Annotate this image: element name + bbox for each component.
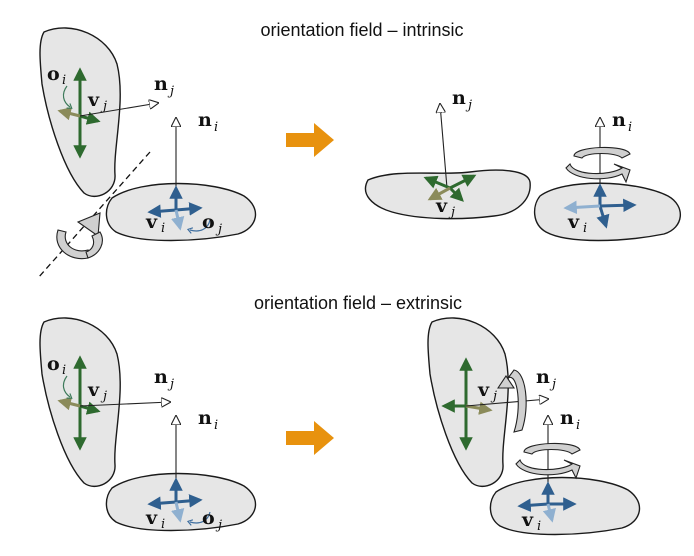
- label-sub-i: i: [62, 363, 66, 378]
- label-v: v: [567, 211, 580, 233]
- cross-field-j: [57, 67, 101, 159]
- label-sub-i: i: [537, 519, 541, 534]
- label-sub-i: i: [62, 73, 66, 88]
- label-n: n: [198, 407, 212, 429]
- label-sub-j: j: [448, 205, 455, 220]
- cross-field-i: [147, 185, 203, 231]
- label-n: n: [198, 109, 212, 131]
- label-o: o: [202, 507, 215, 529]
- normal-j-arrow: [79, 402, 170, 406]
- patch-j-flat: [364, 169, 531, 220]
- rotation-about-normal-arrow-icon: [565, 146, 631, 184]
- patch-i: [105, 182, 256, 242]
- rotation-o-i-icon: [62, 85, 73, 109]
- label-sub-j: j: [490, 389, 497, 404]
- rotation-o-j-icon: [186, 511, 211, 526]
- patch-j: [427, 317, 509, 488]
- title-extrinsic: orientation field – extrinsic: [254, 293, 462, 313]
- label-sub-j: j: [167, 84, 174, 99]
- cross-field-j: [57, 355, 101, 451]
- label-sub-i: i: [161, 221, 165, 236]
- panel-intrinsic-before: o i v j n j n i v i o j: [37, 27, 256, 279]
- label-sub-i: i: [583, 221, 587, 236]
- label-v: v: [87, 89, 100, 111]
- cross-field-j: [423, 174, 477, 202]
- label-sub-j: j: [100, 389, 107, 404]
- label-sub-i: i: [214, 120, 218, 135]
- label-sub-i: i: [214, 418, 218, 433]
- label-sub-j: j: [549, 377, 556, 392]
- normal-j-arrow: [440, 104, 448, 189]
- label-n: n: [560, 407, 574, 429]
- label-n: n: [452, 87, 466, 109]
- label-sub-j: j: [100, 99, 107, 114]
- title-intrinsic: orientation field – intrinsic: [260, 20, 463, 40]
- cross-field-i: [147, 477, 203, 523]
- panel-extrinsic-after: v j n j n i v i: [427, 317, 640, 536]
- label-n: n: [154, 73, 168, 95]
- label-sub-j: j: [215, 518, 222, 533]
- label-v: v: [521, 509, 534, 531]
- transition-arrow-bottom-icon: [286, 421, 334, 455]
- rotation-o-i-icon: [62, 375, 73, 399]
- label-sub-j: j: [167, 377, 174, 392]
- rotation-about-normal-j-arrow-icon: [496, 369, 527, 433]
- label-n: n: [612, 109, 626, 131]
- label-v: v: [477, 379, 490, 401]
- cross-field-j: [441, 357, 493, 451]
- hinge-rotation-arrow-icon: [56, 212, 103, 260]
- normal-j-arrow: [79, 103, 158, 117]
- patch-i: [533, 182, 681, 242]
- label-sub-i: i: [576, 418, 580, 433]
- label-o: o: [47, 63, 60, 85]
- label-o: o: [47, 353, 60, 375]
- label-sub-j: j: [215, 222, 222, 237]
- patch-i: [489, 476, 640, 536]
- cross-field-i: [517, 481, 577, 523]
- label-sub-j: j: [465, 98, 472, 113]
- rotation-about-normal-i-arrow-icon: [515, 442, 581, 480]
- normal-j-arrow: [465, 399, 548, 407]
- label-v: v: [87, 379, 100, 401]
- label-v: v: [145, 211, 158, 233]
- label-n: n: [536, 366, 550, 388]
- label-v: v: [145, 507, 158, 529]
- rotation-o-j-icon: [186, 219, 211, 234]
- panel-extrinsic-before: o i v j n j n i v i o j: [39, 317, 256, 533]
- label-sub-i: i: [628, 120, 632, 135]
- label-n: n: [154, 366, 168, 388]
- label-o: o: [202, 211, 215, 233]
- panel-intrinsic-after: n j v j n i v i: [364, 87, 681, 242]
- label-v: v: [435, 195, 448, 217]
- label-sub-i: i: [161, 517, 165, 532]
- cross-field-i: [563, 183, 637, 229]
- transition-arrow-top-icon: [286, 123, 334, 157]
